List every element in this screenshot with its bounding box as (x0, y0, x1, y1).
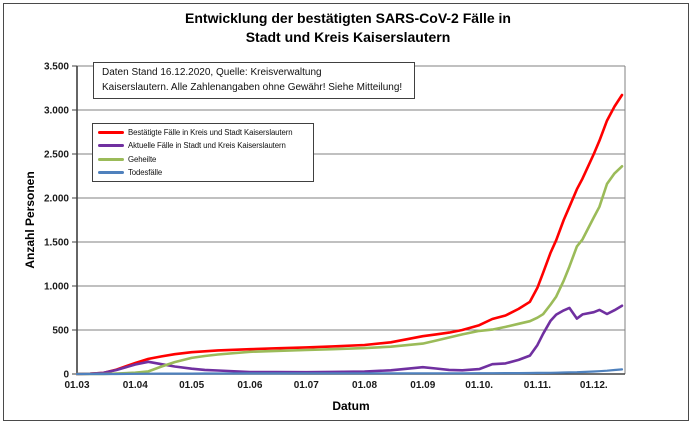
figure-border (3, 3, 689, 421)
legend-item-0: Bestätigte Fälle in Kreis und Stadt Kais… (98, 128, 313, 137)
chart-plot-area: 0 500 1.000 1.500 2.000 2.500 3.000 3.500 01.03 0… (44, 62, 626, 391)
y-axis-title: Anzahl Personen (23, 171, 37, 269)
x-tick-label: 01.10. (465, 380, 493, 391)
x-tick-label: 01.03 (64, 380, 89, 391)
chart-title-line1: Entwicklung der bestätigten SARS-CoV-2 F… (185, 10, 511, 26)
legend-label: Bestätigte Fälle in Kreis und Stadt Kais… (128, 128, 293, 138)
x-tick-label: 01.08 (352, 380, 377, 391)
chart-title: Entwicklung der bestätigten SARS-CoV-2 F… (0, 9, 696, 47)
x-tick-label: 01.04 (123, 380, 148, 391)
legend-swatch-line (98, 170, 124, 174)
x-tick-label: 01.06 (237, 380, 262, 391)
annotation-line2: Kaiserslautern. Alle Zahlenangaben ohne … (102, 82, 403, 93)
y-tick-label: 0 (63, 370, 69, 381)
legend-label: Todesfälle (128, 167, 163, 177)
y-tick-label: 3.500 (44, 62, 69, 73)
x-tick-label: 01.11. (524, 380, 551, 391)
y-tick-label: 2.000 (44, 194, 69, 205)
x-axis-title: Datum (332, 399, 370, 413)
legend-label: Geheilte (128, 154, 157, 164)
data-status-annotation: Daten Stand 16.12.2020, Quelle: Kreisver… (93, 62, 415, 99)
chart-title-line2: Stadt und Kreis Kaiserslautern (245, 29, 451, 45)
x-tick-label: 01.07 (294, 380, 319, 391)
legend-swatch-line (98, 144, 124, 148)
legend-swatch-line (98, 131, 124, 135)
legend-item-1: Aktuelle Fälle in Stadt und Kreis Kaiser… (98, 141, 313, 150)
legend-label: Aktuelle Fälle in Stadt und Kreis Kaiser… (128, 141, 286, 151)
y-tick-label: 500 (52, 326, 69, 337)
y-tick-label: 1.500 (44, 238, 69, 249)
series-line-3 (75, 368, 624, 376)
annotation-line1: Daten Stand 16.12.2020, Quelle: Kreisver… (102, 67, 322, 78)
x-tick-label: 01.09 (410, 380, 435, 391)
x-tick-label: 01.12. (580, 380, 608, 391)
y-tick-label: 1.000 (44, 282, 69, 293)
y-tick-label: 3.000 (44, 106, 69, 117)
y-tick-label: 2.500 (44, 150, 69, 161)
legend-swatch-line (98, 157, 124, 161)
series-line-2 (75, 165, 624, 376)
series-line-0 (75, 93, 624, 376)
legend-item-2: Geheilte (98, 155, 313, 164)
x-tick-label: 01.05 (179, 380, 204, 391)
legend-item-3: Todesfälle (98, 168, 313, 177)
legend: Bestätigte Fälle in Kreis und Stadt Kais… (92, 123, 314, 182)
